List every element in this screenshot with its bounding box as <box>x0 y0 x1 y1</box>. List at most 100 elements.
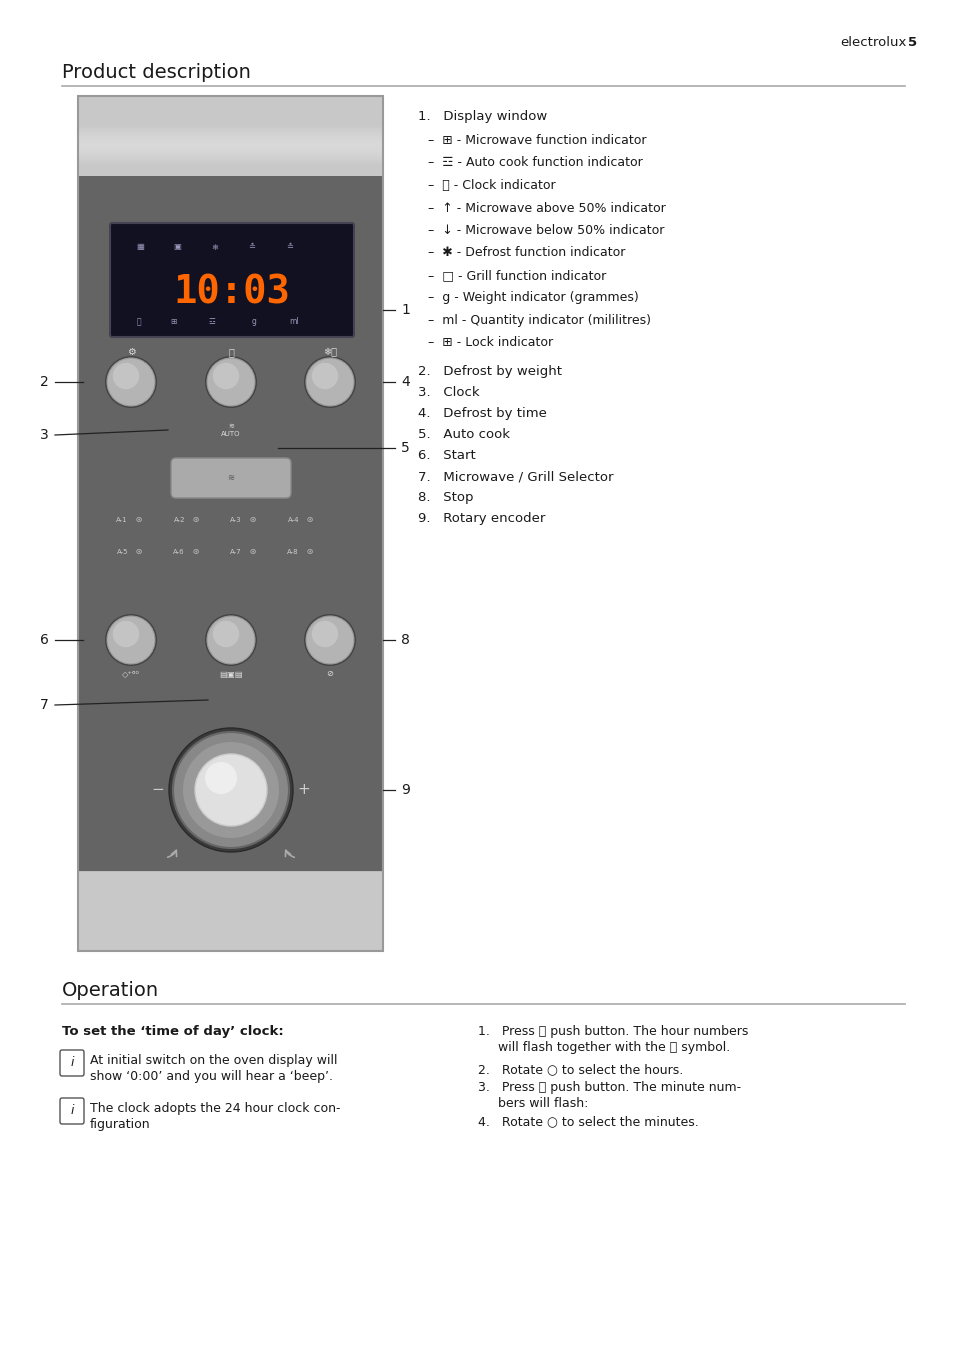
Text: ⊛: ⊛ <box>304 515 314 524</box>
Bar <box>78 156 382 159</box>
Text: At initial switch on the oven display will: At initial switch on the oven display wi… <box>90 1054 337 1066</box>
Bar <box>78 980 382 982</box>
Text: –  g - Weight indicator (grammes): – g - Weight indicator (grammes) <box>428 291 639 305</box>
Circle shape <box>112 621 139 648</box>
Text: 2: 2 <box>40 375 49 389</box>
Text: 7: 7 <box>40 698 49 711</box>
Text: ⊛: ⊛ <box>247 515 256 524</box>
Text: g: g <box>252 317 256 327</box>
Text: ⌚: ⌚ <box>136 317 141 327</box>
Text: 2.   Defrost by weight: 2. Defrost by weight <box>417 364 561 378</box>
Circle shape <box>105 356 157 408</box>
FancyBboxPatch shape <box>110 224 354 337</box>
Text: –  ⊞ - Lock indicator: – ⊞ - Lock indicator <box>428 336 553 350</box>
Text: 1: 1 <box>400 304 410 317</box>
Bar <box>78 986 382 988</box>
Bar <box>78 140 382 142</box>
Bar <box>78 966 382 967</box>
Text: ⊛: ⊛ <box>247 547 256 557</box>
Circle shape <box>312 363 338 389</box>
Circle shape <box>304 614 355 667</box>
Bar <box>78 958 382 959</box>
Text: ≋: ≋ <box>227 473 234 482</box>
Bar <box>78 978 382 980</box>
Bar <box>78 130 382 131</box>
Text: show ‘0:00’ and you will hear a ‘beep’.: show ‘0:00’ and you will hear a ‘beep’. <box>90 1070 333 1083</box>
Text: –  ↑ - Microwave above 50% indicator: – ↑ - Microwave above 50% indicator <box>428 202 665 214</box>
Text: ☲: ☲ <box>209 317 215 327</box>
Text: ▣: ▣ <box>172 243 181 252</box>
Text: bers will flash:: bers will flash: <box>477 1098 588 1110</box>
Text: Operation: Operation <box>62 981 159 1000</box>
Text: 4: 4 <box>400 375 410 389</box>
Bar <box>78 138 382 140</box>
Bar <box>78 976 382 978</box>
Circle shape <box>207 358 254 406</box>
Text: ❄⌚: ❄⌚ <box>323 347 336 356</box>
Text: –  □ - Grill function indicator: – □ - Grill function indicator <box>428 270 605 282</box>
Circle shape <box>107 617 154 664</box>
Text: i: i <box>71 1103 73 1117</box>
Text: A-3: A-3 <box>230 518 242 523</box>
Text: −: − <box>152 782 164 798</box>
Text: 5: 5 <box>400 440 410 455</box>
Circle shape <box>105 614 157 667</box>
Text: 10:03: 10:03 <box>173 274 290 312</box>
Circle shape <box>213 363 239 389</box>
Circle shape <box>205 614 256 667</box>
Text: A-6: A-6 <box>173 549 185 556</box>
Text: Product description: Product description <box>62 62 251 83</box>
Text: The clock adopts the 24 hour clock con-: The clock adopts the 24 hour clock con- <box>90 1102 340 1115</box>
Text: A-4: A-4 <box>287 518 298 523</box>
Circle shape <box>169 728 293 852</box>
Text: figuration: figuration <box>90 1118 151 1131</box>
Circle shape <box>312 621 338 648</box>
Bar <box>78 126 382 127</box>
Text: ml: ml <box>289 317 298 327</box>
Bar <box>78 963 382 966</box>
Text: A-2: A-2 <box>173 518 185 523</box>
Text: ▦: ▦ <box>136 243 144 252</box>
Circle shape <box>183 743 278 837</box>
Text: ⌚: ⌚ <box>228 347 233 356</box>
Text: 5.   Auto cook: 5. Auto cook <box>417 428 510 440</box>
Circle shape <box>207 617 254 664</box>
Text: 6: 6 <box>40 633 49 646</box>
Text: ⚙: ⚙ <box>127 347 135 356</box>
Bar <box>78 150 382 152</box>
Bar <box>78 871 382 951</box>
Circle shape <box>205 356 256 408</box>
Bar <box>78 954 382 957</box>
Bar <box>78 160 382 163</box>
Circle shape <box>107 358 154 406</box>
Circle shape <box>112 363 139 389</box>
Text: ◇⁺⁶⁰: ◇⁺⁶⁰ <box>122 669 140 679</box>
Text: ❄: ❄ <box>212 243 218 252</box>
Bar <box>78 984 382 986</box>
Text: 8: 8 <box>400 633 410 646</box>
Text: A-8: A-8 <box>287 549 298 556</box>
Bar <box>78 131 382 134</box>
Bar <box>78 959 382 962</box>
Text: ⊘: ⊘ <box>326 669 334 679</box>
Text: electrolux: electrolux <box>840 35 905 49</box>
Text: 3: 3 <box>40 428 49 442</box>
Text: 5: 5 <box>907 35 916 49</box>
Bar <box>78 144 382 146</box>
Circle shape <box>194 753 267 827</box>
Bar <box>78 163 382 164</box>
Text: ≋
AUTO: ≋ AUTO <box>221 424 240 436</box>
Text: A-1: A-1 <box>116 518 128 523</box>
Bar <box>78 154 382 156</box>
Text: 1.   Press ⓨ push button. The hour numbers: 1. Press ⓨ push button. The hour numbers <box>477 1024 747 1038</box>
Bar <box>78 962 382 963</box>
Text: To set the ‘time of day’ clock:: To set the ‘time of day’ clock: <box>62 1024 283 1038</box>
Bar <box>78 96 382 176</box>
Text: 3.   Press ⓨ push button. The minute num-: 3. Press ⓨ push button. The minute num- <box>477 1081 740 1093</box>
Text: 4.   Rotate ○ to select the minutes.: 4. Rotate ○ to select the minutes. <box>477 1115 698 1127</box>
Circle shape <box>213 621 239 648</box>
Bar <box>78 134 382 136</box>
Text: ⊛: ⊛ <box>190 547 199 557</box>
Text: –  ⓨ - Clock indicator: – ⓨ - Clock indicator <box>428 179 555 192</box>
Bar <box>78 992 382 995</box>
